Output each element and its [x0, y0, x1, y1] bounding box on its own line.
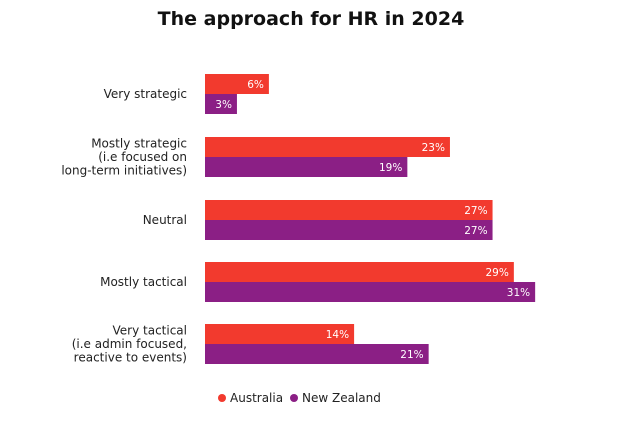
- bar-value-label: 23%: [422, 142, 445, 154]
- bar-value-label: 19%: [379, 162, 402, 174]
- bar-value-label: 3%: [215, 99, 232, 111]
- category-label: Mostly tactical: [100, 275, 187, 289]
- legend-label: Australia: [230, 391, 283, 405]
- legend-marker: [290, 394, 298, 402]
- bar-value-label: 27%: [464, 205, 487, 217]
- category-label: Mostly strategic: [91, 137, 187, 151]
- category-label: reactive to events): [74, 351, 187, 365]
- bar-australia: [205, 137, 450, 157]
- legend-marker: [218, 394, 226, 402]
- category-label: (i.e admin focused,: [72, 337, 187, 351]
- bar-australia: [205, 262, 514, 282]
- bar-value-label: 31%: [507, 287, 530, 299]
- category-label: Very strategic: [104, 87, 187, 101]
- bar-australia: [205, 74, 269, 94]
- legend-label: New Zealand: [302, 391, 381, 405]
- bar-value-label: 14%: [326, 329, 349, 341]
- bar-australia: [205, 324, 355, 344]
- bar-new-zealand: [205, 94, 237, 114]
- bar-new-zealand: [205, 220, 493, 240]
- bar-australia: [205, 200, 493, 220]
- bar-new-zealand: [205, 344, 429, 364]
- bar-new-zealand: [205, 157, 408, 177]
- bar-value-label: 6%: [247, 79, 264, 91]
- bar-value-label: 29%: [486, 267, 509, 279]
- category-label: (i.e focused on: [98, 150, 187, 164]
- category-label: Neutral: [143, 213, 187, 227]
- chart-title: The approach for HR in 2024: [157, 8, 465, 30]
- bar-value-label: 27%: [464, 225, 487, 237]
- bar-new-zealand: [205, 282, 536, 302]
- bar-value-label: 21%: [400, 349, 423, 361]
- category-label: long-term initiatives): [61, 164, 187, 178]
- category-label: Very tactical: [113, 324, 188, 338]
